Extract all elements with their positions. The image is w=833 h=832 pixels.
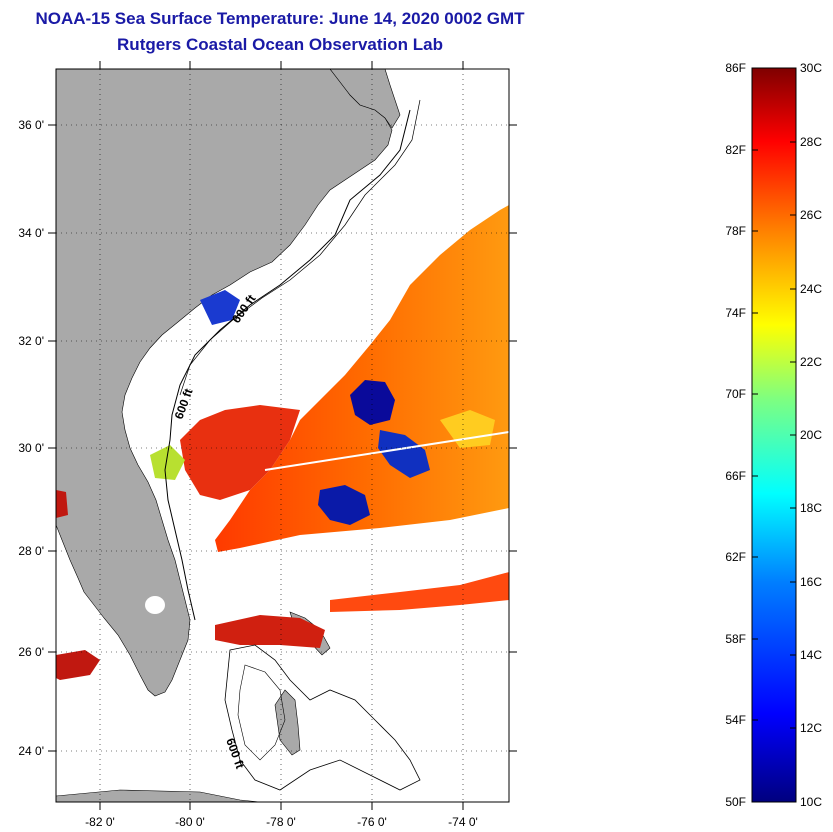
land-bahamas-andros (274, 689, 301, 756)
contour-bahamas-inner (237, 664, 286, 761)
cb-c-16: 16C (800, 575, 822, 589)
cb-c-22: 22C (800, 355, 822, 369)
cb-f-82: 82F (725, 143, 746, 157)
cb-c-24: 24C (800, 282, 822, 296)
tick-marks (48, 61, 517, 810)
cb-f-50: 50F (725, 795, 746, 809)
warm-fringe-1 (150, 445, 185, 480)
cb-f-86: 86F (725, 61, 746, 75)
lat-label-36: 36 0' (18, 118, 44, 132)
lon-label-78: -78 0' (266, 815, 296, 829)
lake-okeechobee (145, 596, 165, 614)
sst-swath-west (180, 405, 300, 500)
cool-patch-1 (350, 380, 395, 425)
sst-swath-south-west (215, 615, 325, 648)
lon-label-80: -80 0' (175, 815, 205, 829)
lat-label-34: 34 0' (18, 226, 44, 240)
cb-c-20: 20C (800, 428, 822, 442)
cool-patch-2 (378, 430, 430, 478)
contour-coast-offshore (179, 99, 421, 396)
cb-f-74: 74F (725, 306, 746, 320)
gulf-patch-2 (56, 490, 68, 518)
scan-line (264, 431, 509, 471)
lat-label-28: 28 0' (18, 544, 44, 558)
cool-patch-3 (318, 485, 370, 525)
map-border (55, 68, 510, 803)
cb-c-12: 12C (800, 721, 822, 735)
lat-label-30: 30 0' (18, 441, 44, 455)
sst-swath-main (215, 205, 509, 552)
lat-label-32: 32 0' (18, 334, 44, 348)
sst-swath-south (330, 572, 509, 612)
lon-label-82: -82 0' (85, 815, 115, 829)
colorbar-ticks (752, 141, 796, 729)
land-southeast-us (56, 69, 393, 697)
cool-patch-4 (200, 290, 240, 325)
cb-c-14: 14C (800, 648, 822, 662)
map-title: NOAA-15 Sea Surface Temperature: June 14… (35, 9, 525, 28)
graticule (56, 69, 509, 802)
cb-f-78: 78F (725, 224, 746, 238)
cb-f-70: 70F (725, 387, 746, 401)
cb-c-18: 18C (800, 501, 822, 515)
cloud-gap-band (215, 512, 509, 615)
land-cuba (56, 789, 261, 802)
colorbar (751, 67, 797, 803)
cb-c-10: 10C (800, 795, 822, 809)
lon-label-74: -74 0' (448, 815, 478, 829)
gulf-patch-1 (56, 650, 100, 680)
cb-f-54: 54F (725, 713, 746, 727)
contour-600ft-north (164, 109, 411, 621)
lon-label-76: -76 0' (357, 815, 387, 829)
cb-f-58: 58F (725, 632, 746, 646)
land-outer-banks (329, 69, 401, 129)
cb-c-26: 26C (800, 208, 822, 222)
lat-label-24: 24 0' (18, 744, 44, 758)
cb-c-28: 28C (800, 135, 822, 149)
warm-fringe-2 (440, 410, 495, 448)
lat-label-26: 26 0' (18, 645, 44, 659)
contour-bahamas (224, 644, 421, 791)
cb-f-66: 66F (725, 469, 746, 483)
cb-f-62: 62F (725, 550, 746, 564)
map-subtitle: Rutgers Coastal Ocean Observation Lab (117, 35, 443, 54)
cb-c-30: 30C (800, 61, 822, 75)
